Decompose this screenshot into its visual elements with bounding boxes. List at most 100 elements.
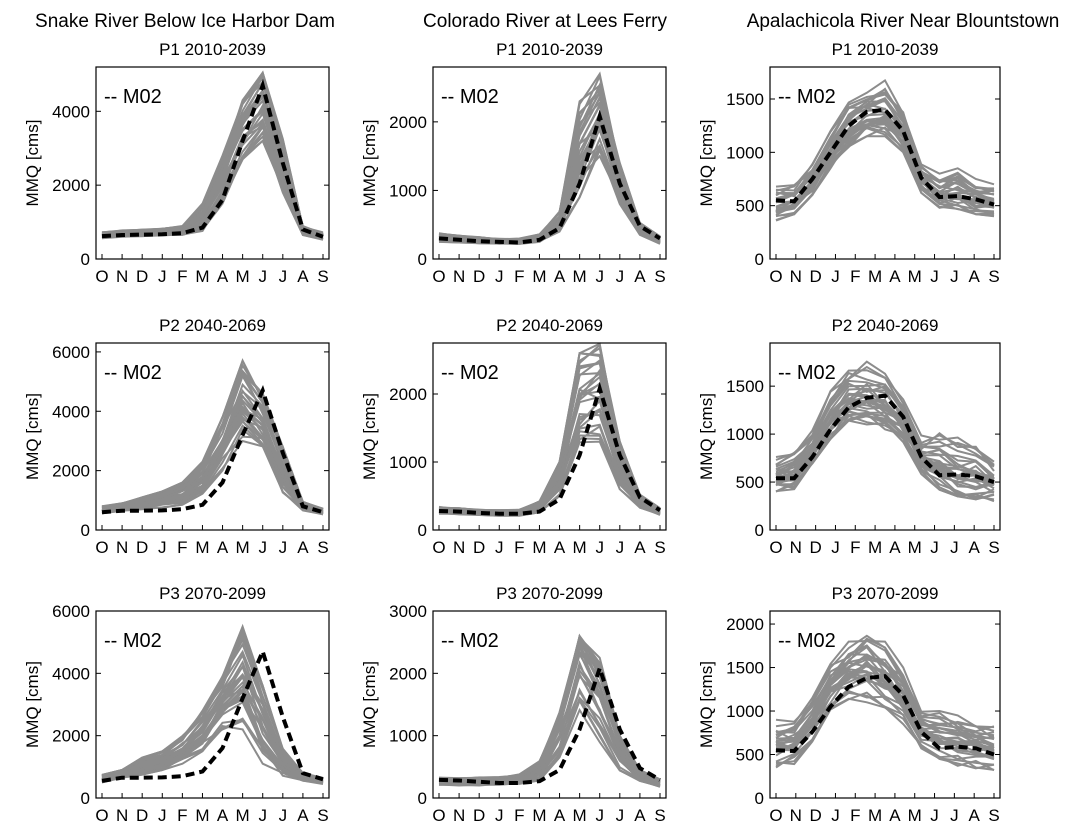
x-tick-label: J — [930, 267, 939, 286]
x-tick-label: F — [850, 538, 860, 557]
x-tick-label: F — [850, 806, 860, 825]
ensemble-line — [438, 707, 661, 788]
x-tick-label: S — [988, 267, 999, 286]
y-tick-label: 4000 — [52, 102, 90, 121]
x-tick-label: J — [258, 806, 267, 825]
x-tick-label: N — [116, 806, 128, 825]
x-tick-label: M — [573, 267, 587, 286]
ensemble-line — [438, 88, 661, 242]
y-tick-label: 6000 — [52, 343, 90, 362]
x-tick-label: J — [831, 267, 840, 286]
x-tick-label: J — [595, 267, 604, 286]
x-tick-label: M — [195, 806, 209, 825]
x-tick-label: N — [116, 267, 128, 286]
y-tick-label: 1000 — [726, 702, 764, 721]
x-tick-label: A — [634, 806, 646, 825]
x-tick-label: M — [573, 806, 587, 825]
ensemble-line — [775, 360, 995, 467]
ensemble-line — [438, 91, 661, 242]
x-tick-label: A — [217, 806, 229, 825]
x-tick-label: M — [236, 538, 250, 557]
x-tick-label: D — [473, 267, 485, 286]
series-line-m02 — [438, 661, 662, 785]
y-axis-label: MMQ [cms] — [23, 661, 42, 748]
axes-box — [432, 66, 667, 260]
x-tick-label: M — [236, 267, 250, 286]
y-tick-label: 500 — [736, 473, 764, 492]
x-tick-label: A — [297, 806, 309, 825]
x-tick-label: O — [432, 267, 445, 286]
x-tick-label: F — [177, 267, 187, 286]
ensemble-line — [775, 639, 995, 732]
x-tick-label: J — [595, 806, 604, 825]
y-tick-label: 2000 — [389, 385, 427, 404]
x-tick-label: A — [297, 267, 309, 286]
x-tick-label: A — [217, 538, 229, 557]
legend-label: -- M02 — [104, 362, 162, 384]
x-tick-label: M — [532, 538, 546, 557]
panel-title: P1 2010-2039 — [832, 40, 939, 59]
x-tick-label: J — [158, 267, 167, 286]
y-tick-label: 0 — [418, 521, 427, 540]
x-tick-label: F — [514, 538, 524, 557]
y-tick-label: 2000 — [389, 113, 427, 132]
ensemble-line — [101, 672, 324, 782]
y-tick-label: 0 — [81, 250, 90, 269]
x-tick-label: J — [279, 538, 288, 557]
y-tick-label: 2000 — [52, 176, 90, 195]
y-axis-label: MMQ [cms] — [360, 393, 379, 480]
x-tick-label: O — [95, 806, 108, 825]
ensemble-lines — [775, 360, 995, 503]
x-tick-label: J — [158, 806, 167, 825]
x-tick-label: J — [495, 267, 504, 286]
series-line-m02 — [101, 384, 324, 515]
x-tick-label: D — [473, 538, 485, 557]
x-tick-label: A — [969, 538, 981, 557]
y-tick-label: 1000 — [726, 425, 764, 444]
y-tick-label: 1000 — [389, 727, 427, 746]
x-tick-label: N — [453, 806, 465, 825]
ensemble-lines — [101, 358, 324, 516]
x-tick-label: M — [908, 806, 922, 825]
x-tick-label: A — [554, 806, 566, 825]
y-tick-label: 1000 — [389, 181, 427, 200]
y-tick-label: 1500 — [726, 377, 764, 396]
x-tick-label: J — [279, 267, 288, 286]
x-tick-label: M — [868, 538, 882, 557]
x-tick-label: M — [573, 538, 587, 557]
x-tick-label: F — [177, 806, 187, 825]
x-tick-label: D — [136, 538, 148, 557]
ensemble-line — [438, 102, 661, 243]
x-tick-label: S — [988, 538, 999, 557]
ensemble-line — [101, 409, 324, 514]
series-line-m02 — [775, 107, 995, 207]
ensemble-line — [438, 398, 661, 516]
series-line-m02 — [776, 393, 995, 485]
x-tick-label: M — [195, 538, 209, 557]
y-tick-label: 1500 — [726, 659, 764, 678]
y-tick-label: 6000 — [52, 602, 90, 621]
x-tick-label: S — [988, 806, 999, 825]
x-tick-label: D — [809, 267, 821, 286]
x-tick-label: M — [195, 267, 209, 286]
legend-label: -- M02 — [778, 86, 836, 108]
ensemble-line — [775, 657, 995, 746]
axes-box — [432, 342, 667, 531]
ensemble-line — [775, 135, 995, 222]
x-tick-label: J — [930, 806, 939, 825]
ensemble-line — [438, 147, 661, 245]
column-title-apalachicola: Apalachicola River Near Blountstown — [747, 11, 1060, 32]
y-tick-label: 0 — [755, 789, 764, 808]
axes-box — [769, 342, 1001, 531]
ensemble-line — [775, 120, 995, 214]
x-tick-label: F — [514, 806, 524, 825]
x-tick-label: J — [595, 538, 604, 557]
x-tick-label: M — [236, 806, 250, 825]
ensemble-line — [438, 343, 661, 512]
x-tick-label: N — [790, 267, 802, 286]
x-tick-label: S — [654, 538, 665, 557]
x-tick-label: N — [790, 806, 802, 825]
